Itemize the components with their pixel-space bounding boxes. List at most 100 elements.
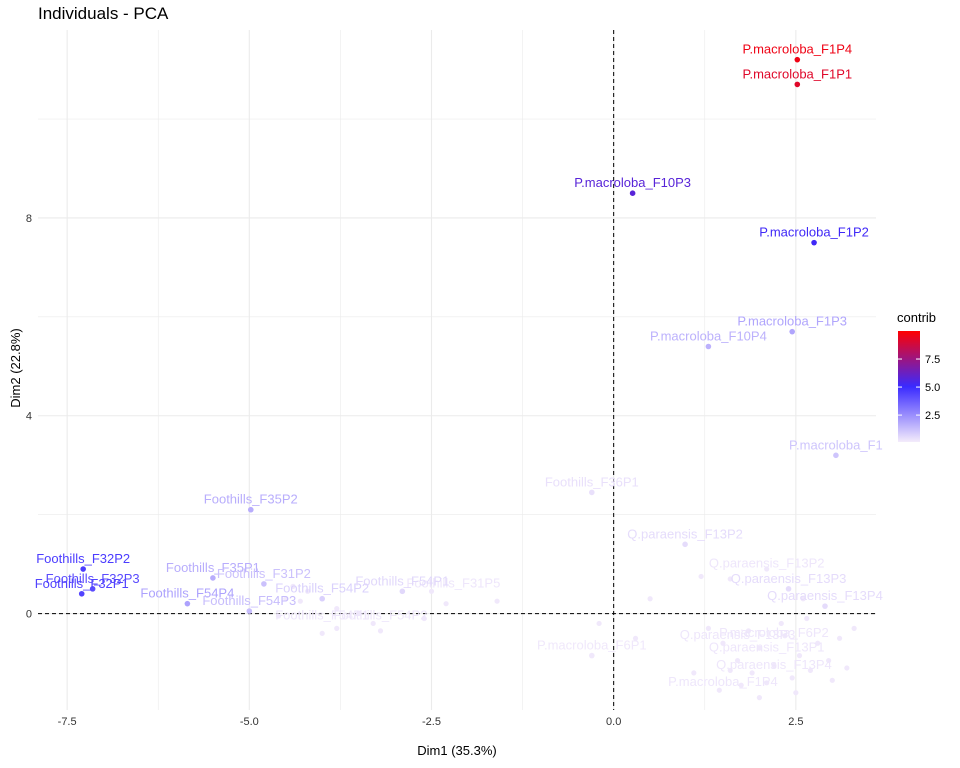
data-point <box>764 566 770 572</box>
data-point <box>826 657 832 664</box>
data-point <box>647 596 653 602</box>
data-point <box>793 690 799 696</box>
x-tick-label: -7.5 <box>58 716 77 728</box>
point-label: Foothills_F54P2 <box>334 607 428 622</box>
data-point <box>377 628 384 634</box>
x-tick-label: 2.5 <box>788 716 803 728</box>
data-point <box>705 625 712 632</box>
data-point <box>804 615 810 622</box>
point-label: Q.paraensis_F13P2 <box>627 526 743 541</box>
point-label: P.macroloba_F1P4 <box>668 674 778 689</box>
point-label: Q.paraensis_F13P4 <box>767 588 883 603</box>
data-point <box>738 682 744 688</box>
data-point <box>829 677 835 683</box>
data-point <box>261 581 267 587</box>
data-point <box>796 653 803 659</box>
data-point <box>691 670 697 676</box>
data-point <box>247 506 254 513</box>
point-label: Foothills_F54P2 <box>275 581 369 596</box>
data-point <box>705 343 712 350</box>
point-label: Foothills_F32P2 <box>36 551 130 566</box>
y-tick-label: 4 <box>26 411 32 423</box>
x-axis-title: Dim1 (35.3%) <box>417 743 496 758</box>
x-tick-label: -2.5 <box>422 716 441 728</box>
point-layer <box>78 56 857 701</box>
point-label: P.macroloba_F10P4 <box>650 329 767 344</box>
data-point <box>734 657 741 664</box>
legend-tick-label: 5.0 <box>925 382 940 394</box>
point-label: Foothills_F35P2 <box>204 492 298 507</box>
chart-title: Individuals - PCA <box>38 4 169 23</box>
data-point <box>297 598 303 604</box>
data-point <box>80 566 86 572</box>
data-point <box>815 640 821 646</box>
x-tick-label: 0.0 <box>606 716 621 728</box>
data-point <box>305 588 311 594</box>
y-tick-label: 8 <box>26 213 32 225</box>
data-point <box>290 583 296 589</box>
data-point <box>682 541 688 548</box>
data-point <box>745 628 752 634</box>
point-label: P.macroloba_F6P1 <box>537 638 647 653</box>
legend-tick-label: 7.5 <box>925 354 940 366</box>
data-point <box>789 328 795 335</box>
data-point <box>246 608 253 614</box>
point-label: Foothills_F35P1 <box>166 560 260 575</box>
point-label: P.macroloba_F1P4 <box>742 42 852 57</box>
data-point <box>833 452 839 459</box>
contrib-legend: contrib 2.5 5.0 7.5 <box>897 310 940 442</box>
point-label: Foothills_F36P1 <box>545 474 639 489</box>
data-point <box>319 630 325 636</box>
data-point <box>184 600 191 607</box>
point-label: Foothills_F54P3 <box>202 593 296 608</box>
data-point <box>756 645 763 651</box>
data-point <box>596 620 602 627</box>
data-point <box>785 586 792 592</box>
data-point <box>811 239 817 246</box>
data-point <box>629 190 636 196</box>
data-point <box>749 670 755 676</box>
data-point <box>789 675 795 681</box>
data-point <box>771 662 777 669</box>
data-point <box>836 635 843 641</box>
data-point <box>319 595 325 602</box>
point-label: Foothills_F54P1 <box>355 573 449 588</box>
point-label: Foothills_F32P3 <box>46 571 140 586</box>
data-point <box>794 81 801 88</box>
data-point <box>356 610 362 617</box>
point-label: P.macroloba_F1P2 <box>759 225 869 240</box>
point-label: Foothills_F32P1 <box>35 576 129 591</box>
legend-colorbar <box>898 331 920 442</box>
point-label: Foothills_F31P2 <box>217 566 311 581</box>
data-point <box>275 613 282 619</box>
y-tick-label: 0 <box>26 609 32 621</box>
point-label: P.macroloba_F1P3 <box>737 314 847 329</box>
data-point <box>756 695 763 701</box>
legend-ticks: 2.5 5.0 7.5 <box>898 354 940 422</box>
data-point <box>727 576 733 582</box>
data-point <box>89 586 96 592</box>
point-label-layer: Foothills_F54P1Foothills_F54P2Foothills_… <box>35 42 883 690</box>
data-point <box>428 588 435 594</box>
data-point <box>800 596 806 602</box>
data-point <box>720 640 726 646</box>
axes: -7.5 -5.0 -2.5 0.0 2.5 0 4 8 <box>26 213 804 728</box>
point-label: P.macroloba_F10P3 <box>574 175 691 190</box>
data-point <box>78 590 85 597</box>
legend-tick-label: 2.5 <box>925 410 940 422</box>
data-point <box>210 575 216 581</box>
data-point <box>844 665 850 671</box>
data-point <box>589 652 595 659</box>
point-label: P.macroloba_F1P1 <box>742 66 852 81</box>
data-point <box>716 687 722 693</box>
data-point <box>727 667 733 674</box>
data-point <box>794 56 801 63</box>
legend-title: contrib <box>897 310 936 325</box>
point-label: Q.paraensis_F13P2 <box>709 556 825 571</box>
data-point <box>283 596 289 602</box>
point-label: Foothills_F31P5 <box>406 575 500 590</box>
data-point <box>334 606 340 612</box>
y-axis-title: Dim2 (22.8%) <box>8 328 23 407</box>
data-point <box>778 620 784 627</box>
